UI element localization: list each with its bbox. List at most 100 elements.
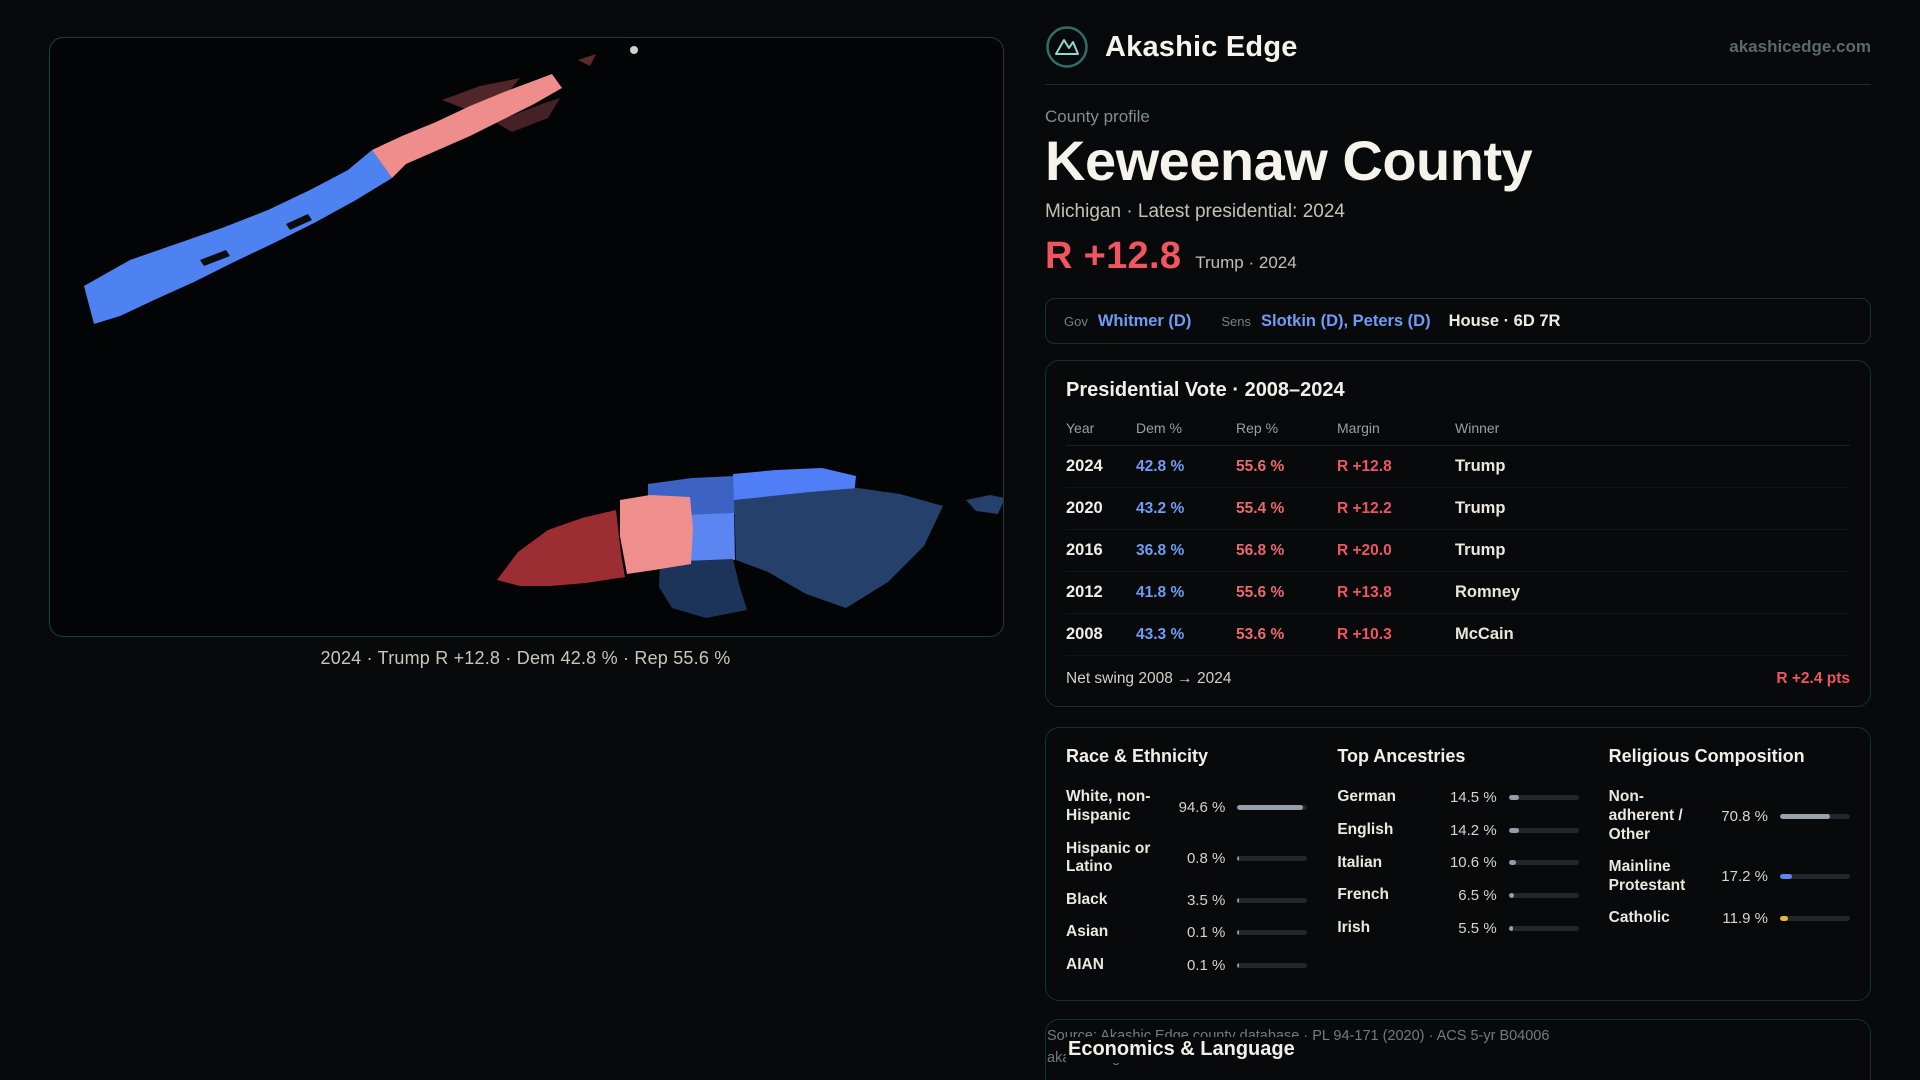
cell-rep: 55.6 % [1236, 457, 1285, 475]
race-bar [1237, 930, 1308, 936]
table-row: 2024 42.8 % 55.6 % R +12.8 Trump [1066, 446, 1850, 489]
race-bar [1237, 804, 1308, 810]
list-item: Black 3.5 % [1066, 884, 1308, 917]
map-region-fragment-2[interactable] [495, 98, 560, 132]
religion-label: Catholic [1608, 909, 1670, 927]
ancestry-value: 5.5 % [1458, 919, 1497, 937]
stat-label: Other language [1671, 1079, 1836, 1080]
cell-year: 2016 [1066, 541, 1103, 560]
map-islet-dark[interactable] [578, 54, 596, 66]
race-value: 94.6 % [1178, 798, 1226, 816]
county-map-canvas[interactable] [50, 38, 1003, 636]
vote-card-title: Presidential Vote · 2008–2024 [1066, 379, 1345, 402]
race-value: 0.1 % [1186, 956, 1226, 974]
ancestry-bar [1508, 795, 1579, 801]
cell-rep: 55.4 % [1236, 499, 1285, 517]
religion-column: Religious Composition Non-adherent / Oth… [1609, 746, 1850, 981]
race-value: 0.1 % [1186, 924, 1226, 942]
county-profile-kicker: County profile [1045, 107, 1150, 126]
cell-dem: 42.8 % [1136, 457, 1185, 475]
county-map-panel[interactable] [49, 37, 1004, 637]
religion-label: Mainline Protestant [1608, 858, 1686, 894]
ancestries-title: Top Ancestries [1337, 746, 1466, 767]
race-label: Black [1066, 890, 1108, 908]
race-label: AIAN [1066, 956, 1104, 974]
ancestry-bar [1508, 827, 1579, 833]
race-bar [1237, 855, 1308, 861]
brand-domain-link[interactable]: akashicedge.com [1729, 37, 1871, 56]
ancestry-value: 14.2 % [1449, 821, 1497, 839]
list-item: AIAN 0.1 % [1066, 949, 1308, 982]
ancestry-bar [1508, 860, 1579, 866]
map-region-fragment-1[interactable] [442, 78, 520, 110]
map-region-precinct-brightblue[interactable] [684, 513, 735, 561]
stat-poverty-rate: Poverty rate 10.7 % [1262, 1078, 1458, 1080]
net-swing-label: Net swing 2008 → 2024 [1066, 670, 1232, 688]
list-item: White, non-Hispanic 94.6 % [1066, 781, 1308, 832]
brand: Akashic Edge [1045, 25, 1298, 69]
cell-dem: 36.8 % [1136, 541, 1185, 559]
vote-table-body: 2024 42.8 % 55.6 % R +12.8 Trump 2020 43… [1066, 446, 1850, 657]
religion-bar [1779, 916, 1850, 922]
gov-link[interactable]: Whitmer (D) [1097, 311, 1192, 330]
religion-value: 11.9 % [1722, 910, 1768, 928]
map-region-isle-royale-east[interactable] [372, 74, 562, 178]
economics-card: Economics & Language Median HH income $6… [1045, 1018, 1871, 1080]
col-margin: Margin [1337, 420, 1380, 437]
map-region-precinct-darkred[interactable] [497, 510, 625, 586]
cell-winner: Trump [1455, 457, 1506, 476]
cell-rep: 53.6 % [1236, 625, 1285, 643]
map-region-precinct-navy-east[interactable] [734, 488, 943, 608]
list-item: Mainline Protestant 17.2 % [1609, 851, 1850, 902]
cell-year: 2020 [1066, 499, 1103, 518]
cell-rep: 56.8 % [1236, 541, 1285, 559]
map-lake-speckle-1 [200, 250, 230, 266]
cell-rep: 55.6 % [1236, 583, 1285, 601]
col-dem: Dem % [1136, 420, 1182, 437]
house-delegation: House · 6D 7R [1448, 311, 1561, 330]
cell-margin: R +10.3 [1337, 625, 1392, 643]
stat-label: Median HH income [1068, 1079, 1248, 1080]
list-item: Asian 0.1 % [1066, 916, 1308, 949]
race-bar [1237, 962, 1308, 968]
race-title: Race & Ethnicity [1066, 746, 1209, 767]
stat-median-income: Median HH income $63,141 [1066, 1079, 1262, 1080]
cell-margin: R +13.8 [1337, 583, 1392, 601]
religion-bar [1779, 874, 1850, 880]
map-islet-light[interactable] [630, 46, 638, 54]
cell-winner: McCain [1455, 625, 1514, 644]
race-label: Hispanic or Latino [1066, 839, 1151, 876]
map-region-precinct-east-islet[interactable] [966, 495, 1003, 514]
map-region-precinct-navy-south[interactable] [659, 559, 747, 618]
map-region-precinct-salmon[interactable] [620, 495, 693, 574]
cell-winner: Trump [1455, 499, 1506, 518]
col-rep: Rep % [1236, 420, 1279, 437]
race-label: Asian [1066, 923, 1109, 941]
cell-winner: Romney [1455, 583, 1521, 602]
cell-winner: Trump [1455, 541, 1506, 560]
ancestry-label: Irish [1337, 918, 1371, 936]
ancestries-column: Top Ancestries German 14.5 % English 14.… [1337, 746, 1579, 981]
cell-dem: 43.3 % [1136, 625, 1185, 643]
stat-label: English at home [1475, 1079, 1640, 1080]
race-ethnicity-column: Race & Ethnicity White, non-Hispanic 94.… [1066, 746, 1308, 982]
table-row: 2008 43.3 % 53.6 % R +10.3 McCain [1066, 614, 1850, 657]
list-item: Non-adherent / Other 70.8 % [1609, 781, 1850, 851]
sens-link[interactable]: Slotkin (D), Peters (D) [1260, 311, 1431, 330]
economics-stats: Median HH income $63,141 Poverty rate 10… [1066, 1078, 1850, 1080]
cell-year: 2024 [1066, 457, 1103, 476]
economics-title: Economics & Language [1066, 1036, 1850, 1063]
page-title: Keweenaw County [1045, 129, 1533, 192]
cell-dem: 41.8 % [1136, 583, 1185, 601]
map-region-isle-royale-west[interactable] [84, 150, 392, 324]
list-item: Irish 5.5 % [1337, 912, 1579, 945]
cell-year: 2012 [1066, 583, 1103, 602]
cell-margin: R +12.8 [1337, 457, 1392, 475]
ancestry-label: German [1337, 788, 1396, 806]
officials-bar: Gov Whitmer (D) Sens Slotkin (D), Peters… [1045, 298, 1871, 345]
race-value: 3.5 % [1186, 891, 1226, 909]
vote-table-header: Year Dem % Rep % Margin Winner [1066, 414, 1850, 447]
stat-other-language: Other language 4.4 % [1654, 1078, 1850, 1080]
gov-label: Gov [1064, 313, 1088, 329]
